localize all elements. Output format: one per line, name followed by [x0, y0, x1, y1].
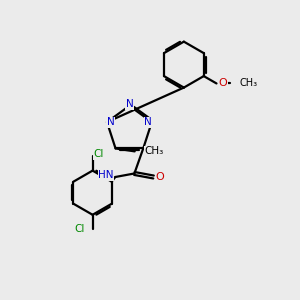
Text: Cl: Cl — [94, 149, 104, 159]
Text: HN: HN — [98, 170, 114, 180]
Text: N: N — [106, 117, 114, 127]
Text: N: N — [125, 99, 133, 109]
Text: O: O — [219, 79, 227, 88]
Text: O: O — [156, 172, 164, 182]
Text: Cl: Cl — [74, 224, 84, 234]
Text: N: N — [144, 117, 152, 127]
Text: CH₃: CH₃ — [239, 79, 258, 88]
Text: CH₃: CH₃ — [144, 146, 164, 156]
